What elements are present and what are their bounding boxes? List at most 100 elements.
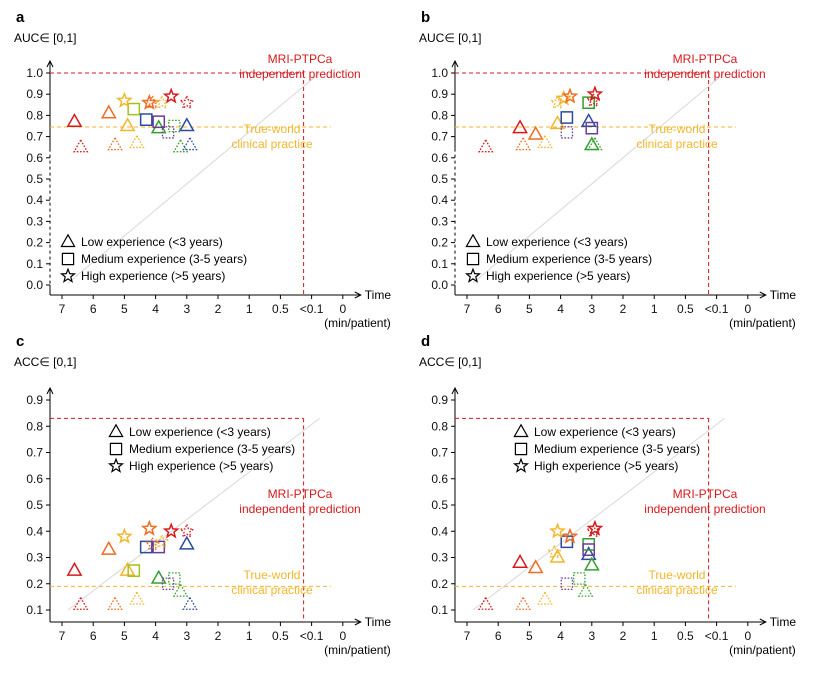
data-point-triangle — [72, 138, 89, 153]
legend-marker-star — [59, 267, 77, 283]
y-tick-label: 0.1 — [431, 603, 448, 617]
y-tick-label: 0.6 — [26, 151, 43, 165]
clinic-label-2: clinical practice — [636, 583, 718, 597]
legend-label: Medium experience (3-5 years) — [129, 442, 295, 456]
panel-letter: b — [421, 9, 430, 26]
y-tick-label: 0.1 — [431, 257, 448, 271]
data-point-triangle — [587, 136, 603, 151]
y-tick-label: 0.9 — [26, 393, 43, 407]
x-tick-label: 2 — [215, 302, 222, 316]
y-tick-label: 0.7 — [431, 130, 448, 144]
data-point-star — [546, 543, 563, 560]
clinic-label-1: True-world — [649, 122, 706, 136]
data-point-star — [162, 522, 180, 539]
legend-marker-square — [109, 442, 123, 456]
x-axis-title: Time — [365, 615, 392, 629]
data-point-star — [153, 94, 171, 110]
y-tick-label: 0.9 — [431, 87, 448, 101]
panel-c: c ACC∈ [0,1] 0.1 0.2 0.3 0.4 0.5 0.6 0.7 0.8 0.9 7 6… — [14, 333, 391, 657]
data-point-triangle — [537, 134, 553, 149]
x-axis-arrow — [354, 291, 362, 299]
data-point-square — [127, 102, 141, 116]
model-label-2: independent prediction — [239, 502, 360, 516]
x-tick-label: 0.5 — [272, 629, 289, 643]
data-point-square — [152, 540, 166, 554]
data-point-triangle — [100, 540, 117, 555]
model-label-1: MRI-PTPCa — [268, 487, 333, 501]
x-tick-label: 0.5 — [677, 302, 694, 316]
x-tick-label: 5 — [121, 629, 128, 643]
y-axis-label: AUC∈ [0,1] — [14, 31, 76, 45]
legend-label: Low experience (<3 years) — [534, 425, 676, 439]
data-point-star — [115, 91, 133, 108]
y-tick-label: 0.2 — [26, 577, 43, 591]
legend-marker-square — [466, 252, 480, 266]
x-tick-label: 3 — [183, 629, 190, 643]
data-point-star — [586, 519, 604, 536]
y-tick-label: 0.5 — [431, 172, 448, 186]
data-point-square — [139, 540, 153, 554]
y-axis-arrow — [46, 59, 54, 68]
model-label-2: independent prediction — [239, 67, 360, 81]
x-axis-unit: (min/patient) — [324, 316, 391, 330]
model-label-2: independent prediction — [644, 67, 765, 81]
data-point-star — [144, 535, 161, 552]
legend-label: Low experience (<3 years) — [486, 235, 628, 249]
data-point-triangle — [512, 554, 528, 568]
legend-label: Low experience (<3 years) — [129, 425, 271, 439]
data-point-star — [555, 89, 573, 106]
x-tick-label: 0.5 — [272, 302, 289, 316]
x-tick-label: 6 — [495, 302, 502, 316]
data-point-triangle — [549, 548, 566, 563]
clinic-label-2: clinical practice — [231, 583, 313, 597]
data-point-star — [561, 527, 579, 544]
data-point-star — [140, 519, 158, 536]
y-tick-label: 0.3 — [26, 214, 43, 228]
legend-label: Medium experience (3-5 years) — [81, 252, 247, 266]
x-tick-label: 2 — [620, 302, 627, 316]
x-tick-label: <0.1 — [705, 629, 729, 643]
data-point-star — [153, 533, 171, 549]
data-point-square — [560, 535, 574, 549]
x-tick-label: 5 — [121, 302, 128, 316]
data-point-triangle — [577, 583, 594, 597]
data-point-star — [144, 94, 161, 110]
x-tick-label: 6 — [495, 629, 502, 643]
x-tick-label: 1 — [651, 302, 658, 316]
legend-label: Low experience (<3 years) — [81, 235, 223, 249]
x-axis-arrow — [759, 291, 767, 299]
y-tick-label: 0.4 — [431, 193, 448, 207]
panel-letter: a — [16, 9, 25, 26]
data-point-triangle — [129, 134, 145, 149]
data-point-star — [549, 94, 566, 110]
data-point-star — [115, 527, 133, 544]
data-point-square — [582, 96, 596, 110]
data-point-triangle — [107, 596, 123, 610]
y-tick-label: 0.9 — [431, 393, 448, 407]
x-axis-unit: (min/patient) — [324, 643, 391, 657]
x-tick-label: <0.1 — [705, 302, 729, 316]
panel-letter: c — [16, 333, 24, 350]
data-point-square — [139, 113, 153, 126]
data-point-star — [585, 91, 602, 108]
model-label-1: MRI-PTPCa — [268, 52, 333, 66]
data-point-triangle — [527, 559, 544, 574]
y-tick-label: 0.8 — [431, 108, 448, 122]
data-point-star — [549, 522, 566, 539]
y-tick-label: 0.8 — [431, 419, 448, 433]
data-point-square — [168, 572, 181, 585]
x-tick-label: 0 — [339, 629, 346, 643]
legend-marker-triangle — [465, 233, 481, 248]
x-axis-title: Time — [365, 288, 392, 302]
panel-b: b AUC∈ [0,1] 0.0 0.1 0.2 0.3 0.4 0.5 0.6 0.7 0.8 0.… — [419, 9, 796, 330]
data-point-triangle — [182, 596, 198, 610]
legend-marker-star — [512, 457, 530, 473]
y-tick-label: 0.4 — [431, 524, 448, 538]
x-tick-label: 4 — [557, 629, 564, 643]
data-point-triangle — [477, 596, 494, 610]
x-tick-label: 3 — [183, 302, 190, 316]
panel-a: a AUC∈ [0,1] 0.0 0.1 0.2 0.3 0.4 0.5 0.6 0.7 0.8 0.… — [14, 9, 391, 330]
y-tick-label: 0.4 — [26, 193, 43, 207]
data-point-square — [560, 111, 574, 124]
data-point-triangle — [150, 569, 167, 584]
